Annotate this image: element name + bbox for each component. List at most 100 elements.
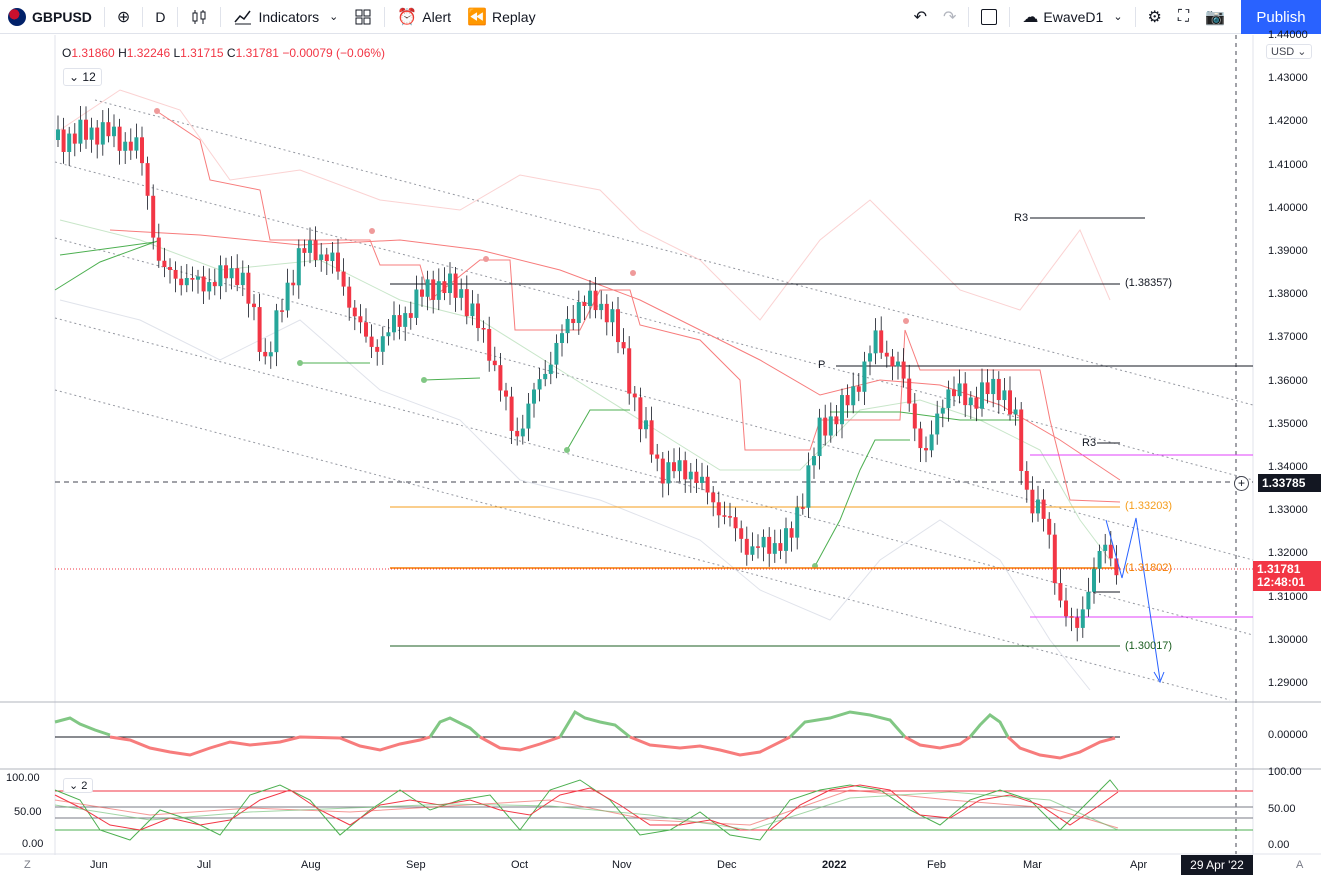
candle-body <box>1008 390 1012 415</box>
candle-body <box>795 507 800 538</box>
candle-body <box>1047 518 1052 535</box>
alert-button[interactable]: ⏰ Alert <box>389 0 459 34</box>
candle-body <box>347 286 352 308</box>
candle-body <box>78 119 83 144</box>
candle-body <box>845 395 850 406</box>
green-ma-left <box>54 239 161 291</box>
candle-body <box>638 397 643 430</box>
low-value: 1.31715 <box>180 46 224 60</box>
candle-body <box>940 408 945 414</box>
divider <box>220 6 222 27</box>
candle-body <box>162 260 167 268</box>
redo-button[interactable]: ↷ <box>935 0 964 34</box>
candle-body <box>968 397 973 406</box>
snapshot-button[interactable]: 📷 <box>1197 0 1233 34</box>
chart-type-button[interactable] <box>182 0 216 34</box>
candle-body <box>414 289 419 318</box>
green-seg-2 <box>423 377 481 381</box>
level-30017-label: (1.30017) <box>1125 640 1173 652</box>
candle-body <box>901 361 906 379</box>
symbol-search[interactable]: GBPUSD <box>0 0 100 34</box>
symbol-label: GBPUSD <box>32 8 92 25</box>
undo-button[interactable]: ↶ <box>906 0 935 34</box>
interval-button[interactable]: D <box>155 8 166 25</box>
candle-body <box>274 310 279 353</box>
candle-body <box>1092 568 1096 592</box>
add-plus-icon[interactable]: + <box>1234 476 1249 491</box>
red-stepline <box>154 109 1121 503</box>
candle-body <box>946 389 951 409</box>
replay-button[interactable]: ⏪ Replay <box>459 0 544 34</box>
top-toolbar: GBPUSD ⊕ D Indicators ⌄ ⏰ Alert ⏪ Replay… <box>0 0 1321 34</box>
candle-body <box>756 546 760 548</box>
candle-body <box>140 137 144 164</box>
candle-body <box>1024 470 1029 490</box>
price-axis-tick: 1.44000 <box>1268 29 1308 41</box>
candle-body <box>683 460 688 480</box>
alarm-clock-icon: ⏰ <box>397 8 418 26</box>
gear-icon: ⚙ <box>1147 8 1162 26</box>
price-axis-tick: 1.30000 <box>1268 633 1308 646</box>
candle-body <box>660 458 665 484</box>
projection-path <box>1105 517 1161 681</box>
candle-body <box>509 396 514 431</box>
candle-body <box>744 538 749 555</box>
candle-body <box>896 361 900 367</box>
candle-body <box>554 342 559 365</box>
indicators-collapse-badge[interactable]: ⌄ 12 <box>63 68 102 86</box>
divider <box>1134 6 1136 27</box>
candle-body <box>526 403 531 429</box>
candle-body <box>800 507 805 509</box>
last-price-label: 1.31781 12:48:01 <box>1253 561 1321 591</box>
camera-icon: 📷 <box>1205 8 1225 26</box>
candle-body <box>974 397 979 409</box>
candle-body <box>364 322 368 337</box>
layout-name-button[interactable]: ☁ EwaveD1 ⌄ <box>1014 0 1130 34</box>
time-axis-tick: Nov <box>612 859 632 871</box>
zoom-z-button[interactable]: Z <box>24 859 31 871</box>
currency-label: USD <box>1271 46 1295 58</box>
publish-button[interactable]: Publish <box>1241 0 1321 34</box>
candle-body <box>688 471 693 480</box>
settings-button[interactable]: ⚙ <box>1140 0 1170 34</box>
candle-body <box>1030 489 1035 514</box>
price-axis-tick: 1.32000 <box>1268 547 1308 560</box>
currency-select[interactable]: USD ⌄ <box>1266 44 1312 59</box>
candle-body <box>212 282 217 287</box>
marker-dot <box>297 360 303 366</box>
indicators-button[interactable]: Indicators ⌄ <box>225 0 346 34</box>
candle-body <box>408 313 413 318</box>
stoch-collapse-badge[interactable]: ⌄ 2 <box>63 778 94 793</box>
candle-body <box>67 133 72 152</box>
candle-body <box>515 430 520 437</box>
templates-button[interactable] <box>346 0 380 34</box>
candle-body <box>1097 550 1102 569</box>
candle-body <box>750 546 755 555</box>
candle-body <box>655 454 660 459</box>
compare-button[interactable]: ⊕ <box>109 0 138 34</box>
candle-body <box>767 536 772 554</box>
candle-body <box>621 342 626 349</box>
candle-body <box>285 282 290 311</box>
candle-body <box>319 254 324 260</box>
time-axis-tick: Jul <box>197 859 212 871</box>
marker-dot <box>369 228 375 234</box>
close-label: C <box>226 46 236 60</box>
channel-line-5 <box>54 161 1254 481</box>
price-axis-tick: 1.38000 <box>1268 288 1308 301</box>
candle-body <box>728 516 732 518</box>
candle-body <box>375 346 380 352</box>
chart-canvas[interactable] <box>0 35 1321 883</box>
candle-body <box>565 318 570 334</box>
fullscreen-button[interactable]: ⛶ <box>1170 0 1197 34</box>
candle-body <box>336 252 340 272</box>
candle-body <box>1075 617 1080 628</box>
candle-body <box>985 382 990 395</box>
auto-scale-button[interactable]: A <box>1296 859 1304 871</box>
layout-select-button[interactable] <box>973 0 1005 34</box>
osc-negative <box>629 735 791 757</box>
candle-body <box>1103 544 1108 551</box>
candle-body <box>201 276 206 292</box>
price-axis-tick: 1.33000 <box>1268 504 1308 517</box>
stoch-axis-left-0: 0.00 <box>22 838 44 850</box>
